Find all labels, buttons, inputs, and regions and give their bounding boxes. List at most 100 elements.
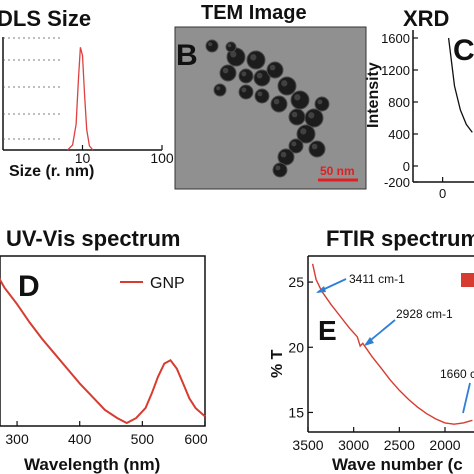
xrd-y-tick-label: 1200 [381, 63, 410, 78]
tem-particle [238, 68, 254, 84]
tem-particle-highlight [291, 111, 298, 118]
tem-particle-highlight [257, 91, 263, 97]
ftir-annotation-3411: 3411 cm-1 [316, 272, 405, 293]
tem-particle-highlight [308, 112, 315, 119]
tem-particle [272, 162, 288, 178]
tem-particle-highlight [227, 43, 232, 48]
ftir-y-tick-label: 25 [288, 274, 304, 290]
panel-letter-d: D [18, 270, 40, 303]
tem-particle-highlight [222, 67, 229, 74]
xrd-ylabel: Intensity [365, 62, 382, 128]
annotation-label-1660: 1660 c [440, 367, 474, 381]
tem-particle [266, 61, 284, 79]
uvvis-x-tick-label: 400 [68, 431, 92, 447]
tem-particle [225, 41, 237, 53]
ftir-ylabel: % T [269, 349, 286, 378]
dls-title: DLS Size [0, 6, 91, 31]
tem-scale-label: 50 nm [320, 164, 355, 178]
tem-particle-highlight [250, 54, 257, 61]
tem-particle [304, 108, 324, 128]
tem-image-border [174, 26, 367, 190]
xrd-y-tick-label: 1600 [381, 31, 410, 46]
ftir-title: FTIR spectrum [326, 226, 474, 251]
uvvis-x-tick-label: 600 [184, 431, 208, 447]
tem-particle [288, 108, 306, 126]
uvvis-x-tick-label: 300 [5, 431, 29, 447]
tem-particle [246, 50, 266, 70]
tem-particle [254, 88, 270, 104]
annotation-arrow-1660 [462, 382, 471, 414]
xrd-x-tick-label: 0 [439, 186, 446, 201]
tem-particle-highlight [256, 72, 263, 79]
xrd-x-ticks: 020 [439, 177, 446, 201]
tem-particle-highlight [311, 143, 318, 150]
arrowhead-icon [364, 337, 374, 346]
tem-particle-highlight [269, 64, 276, 71]
uvvis-xlabel: Wavelength (nm) [24, 455, 160, 474]
tem-particle [290, 90, 310, 110]
tem-particle [205, 39, 219, 53]
tem-particle-highlight [241, 71, 247, 77]
annotation-label-3411: 3411 cm-1 [349, 272, 405, 286]
ftir-y-ticks: 25 20 15 [288, 274, 313, 420]
uvvis-x-tick-label: 500 [131, 431, 155, 447]
dls-x-ticks: 10 100 [75, 145, 174, 166]
tem-particle [270, 95, 288, 113]
xrd-title: XRD [403, 6, 449, 31]
tem-particle-highlight [300, 128, 307, 135]
ftir-xlabel: Wave number (c [332, 455, 463, 474]
tem-title: TEM Image [201, 2, 307, 24]
arrowhead-icon [316, 286, 326, 293]
tem-particle-highlight [281, 80, 288, 87]
tem-particle [238, 84, 254, 100]
annotation-label-2928: 2928 cm-1 [396, 307, 453, 321]
tem-image-haze [175, 27, 366, 189]
ftir-legend-swatch [461, 273, 474, 287]
tem-particle-highlight [294, 94, 301, 101]
xrd-plot-frame [412, 30, 474, 183]
xrd-y-tick-label: -200 [384, 175, 410, 190]
panel-letter-e: E [318, 315, 337, 346]
ftir-x-ticks: 3500 3000 2500 2000 [292, 427, 461, 453]
tem-nanoparticles [205, 39, 330, 178]
xrd-y-tick-label: 800 [388, 95, 410, 110]
panel-letter-b: B [176, 39, 198, 72]
tem-particle [213, 83, 227, 97]
tem-particle-highlight [273, 98, 280, 105]
tem-particle [277, 76, 297, 96]
ftir-x-tick-label: 3500 [292, 437, 323, 453]
dls-x-tick-label-100: 100 [150, 150, 174, 166]
tem-particle-highlight [275, 165, 281, 171]
tem-particle-highlight [241, 87, 247, 93]
xrd-y-tick-label: 400 [388, 127, 410, 142]
ftir-x-tick-label: 2500 [384, 437, 415, 453]
tem-particle-highlight [230, 51, 237, 58]
ftir-y-tick-label: 15 [288, 404, 304, 420]
uvvis-gnp-curve [0, 277, 206, 425]
uvvis-legend-label: GNP [150, 275, 185, 292]
tem-particle [308, 140, 326, 158]
dls-x-tick-label-10: 10 [75, 150, 91, 166]
xrd-pattern-curve [447, 37, 473, 133]
ftir-annotation-1660: 1660 c [440, 367, 474, 414]
tem-particle [314, 96, 330, 112]
ftir-annotation-2928: 2928 cm-1 [364, 307, 453, 346]
dls-size-curve [67, 47, 94, 151]
dls-xlabel: Size (r. nm) [9, 163, 94, 180]
panel-letter-c: C [453, 34, 474, 67]
xrd-y-tick-label: 0 [403, 159, 410, 174]
uvvis-x-ticks: 300 400 500 600 [5, 421, 208, 447]
ftir-x-tick-label: 3000 [338, 437, 369, 453]
tem-particle-highlight [208, 42, 213, 47]
tem-particle-highlight [280, 151, 287, 158]
tem-particle-highlight [216, 86, 221, 91]
uvvis-frame [0, 255, 206, 427]
uvvis-plot-frame [0, 255, 206, 427]
xrd-y-ticks: 1600 1200 800 400 0-200 [381, 31, 418, 190]
ftir-curve [311, 263, 473, 425]
tem-particle-highlight [317, 99, 323, 105]
tem-image: 50 nm [174, 26, 367, 190]
tem-image-background [175, 27, 366, 189]
